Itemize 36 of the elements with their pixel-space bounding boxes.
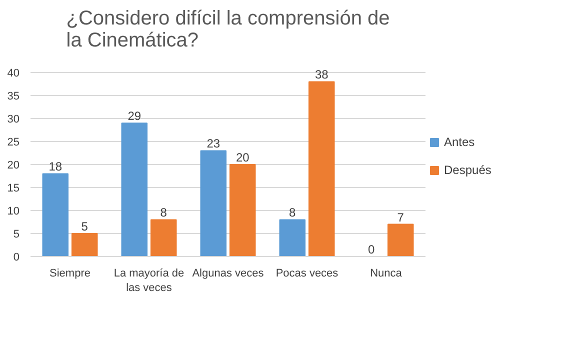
bar [308, 81, 335, 256]
y-tick-label: 15 [7, 182, 20, 194]
x-tick-label: Algunas veces [192, 268, 264, 280]
x-tick-label: Siempre [50, 268, 90, 280]
x-tick-label: Nunca [370, 268, 403, 280]
data-label: 38 [314, 68, 329, 82]
bar [42, 173, 69, 256]
bar [150, 219, 177, 256]
y-tick-label: 30 [7, 114, 20, 126]
data-label: 7 [397, 210, 404, 224]
y-tick-label: 10 [7, 206, 20, 218]
y-tick-label: 20 [7, 160, 20, 172]
bar [71, 233, 98, 256]
bar [387, 224, 414, 256]
data-label: 23 [206, 136, 220, 151]
x-tick-label: Pocas veces [276, 268, 339, 280]
data-label: 20 [236, 150, 250, 164]
bar [121, 122, 148, 256]
bar [279, 219, 306, 256]
data-label: 8 [289, 206, 296, 220]
y-tick-label: 0 [13, 252, 20, 264]
legend-label: Después [444, 163, 492, 177]
y-tick-label: 5 [13, 228, 20, 240]
data-label: 0 [368, 242, 376, 256]
y-tick-label: 35 [7, 90, 20, 102]
data-label: 29 [128, 109, 142, 124]
y-tick-label: 40 [7, 68, 20, 80]
bar [200, 150, 227, 256]
data-label: 5 [81, 220, 88, 234]
data-label: 18 [48, 160, 62, 174]
legend-label: Antes [444, 135, 475, 149]
y-tick-label: 25 [7, 136, 20, 148]
bar [229, 164, 256, 256]
data-label: 8 [160, 206, 168, 220]
x-tick-label: La mayoría de las veces [114, 268, 184, 294]
chart-title: ¿Considero difícil la comprensión de la Cinemática? [66, 8, 390, 52]
